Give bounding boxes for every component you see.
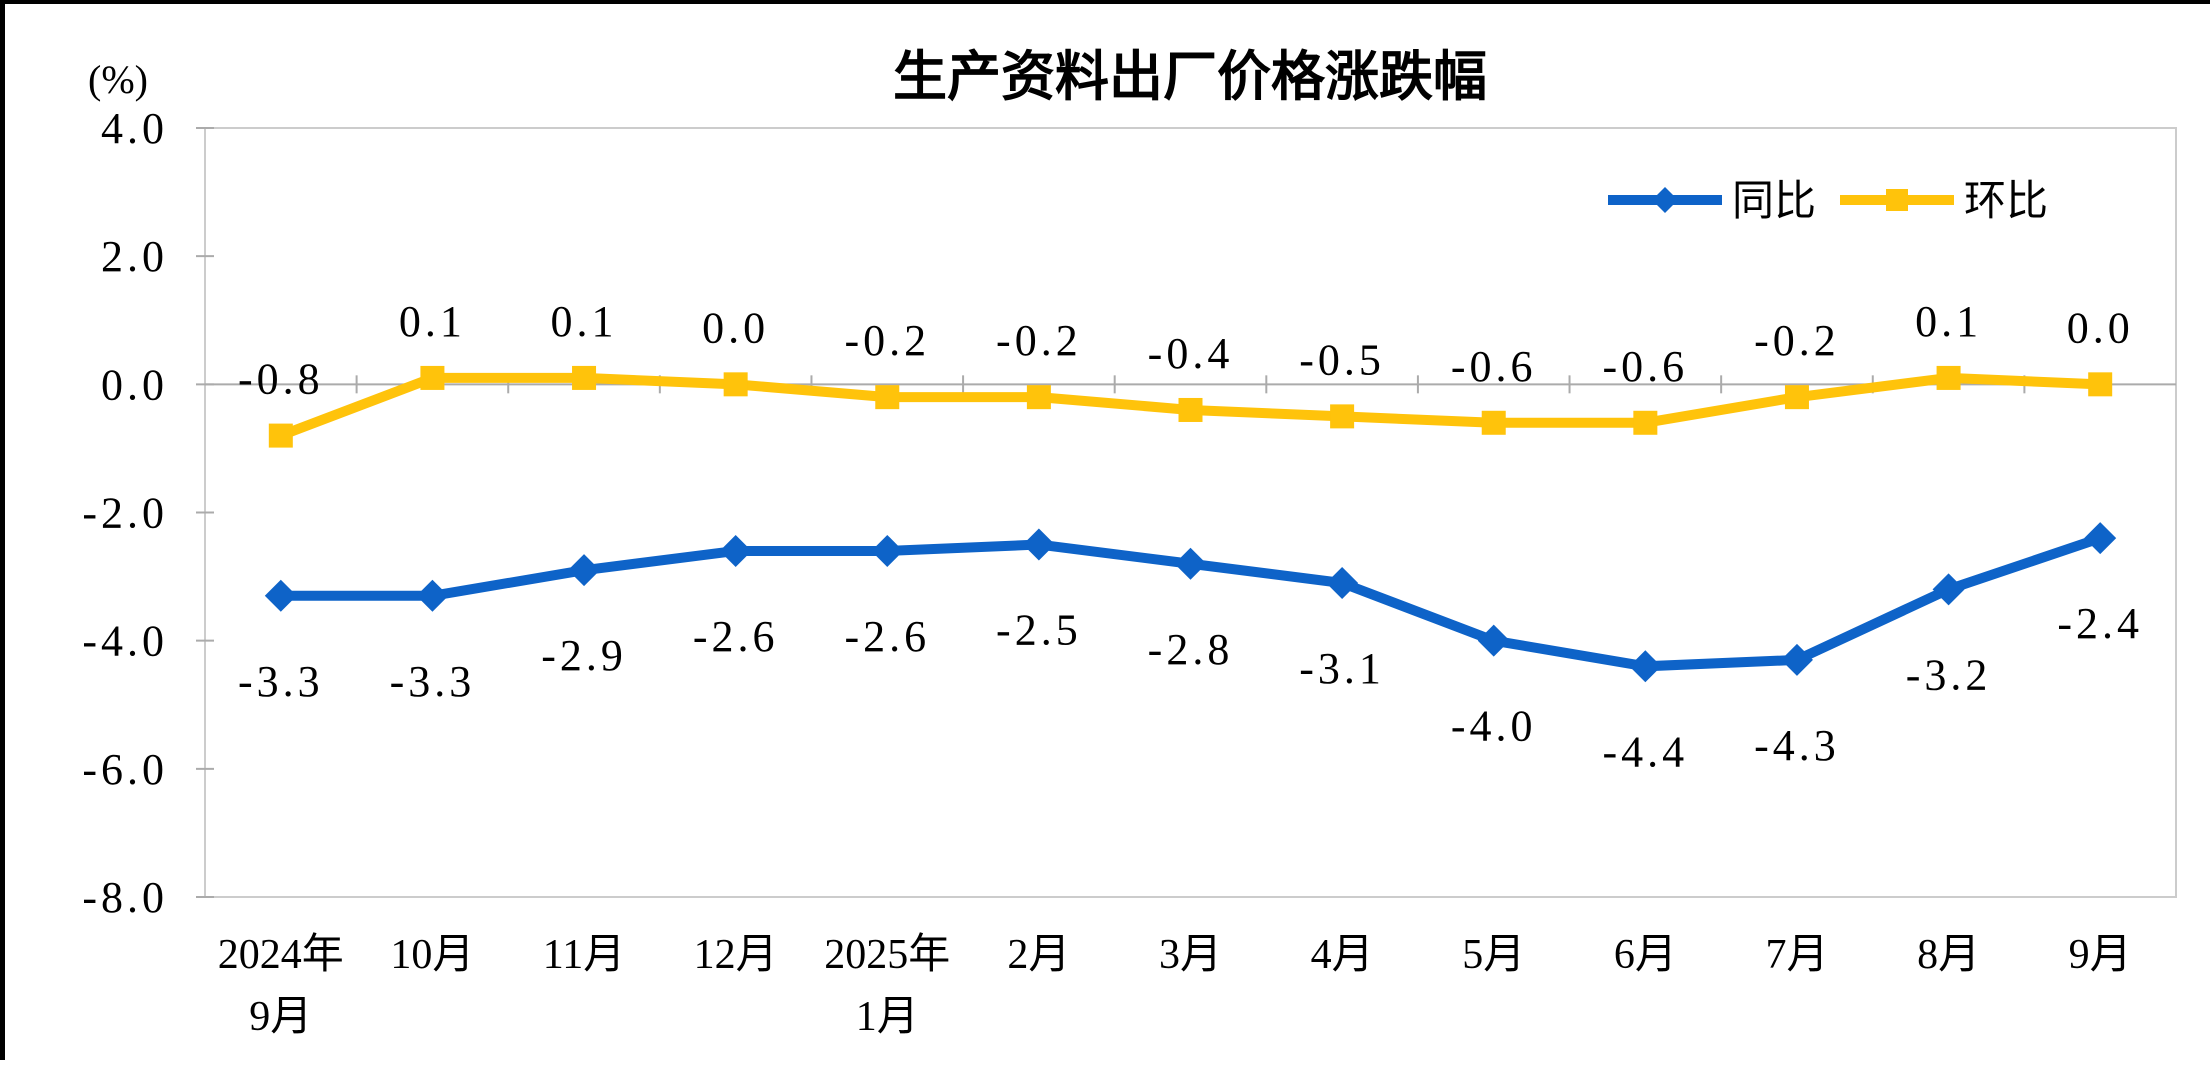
y-axis-unit-label: (%)	[88, 57, 148, 102]
legend-item-mom: 环比	[1840, 179, 2048, 225]
data-point-diamond	[1629, 650, 1662, 683]
data-point-square	[1633, 410, 1658, 435]
window-frame-left-border	[0, 0, 5, 1060]
data-label-环比: -0.2	[996, 316, 1082, 365]
data-label-同比: -3.3	[390, 657, 476, 706]
data-point-square	[1481, 410, 1506, 435]
data-label-同比: -3.3	[238, 657, 324, 706]
x-axis-category-label: 7月	[1765, 932, 1828, 978]
data-label-同比: -4.3	[1754, 721, 1840, 770]
data-point-square	[1026, 385, 1051, 410]
data-label-环比: -0.4	[1148, 329, 1234, 378]
x-axis-category-label: 2月	[1007, 932, 1070, 978]
data-label-同比: -2.5	[996, 606, 1082, 655]
data-label-同比: -2.9	[541, 631, 627, 680]
data-point-diamond	[1022, 528, 1055, 561]
chart-title: 生产资料出厂价格涨跌幅	[893, 47, 1487, 107]
data-point-diamond	[568, 554, 601, 587]
legend-square-marker-mom	[1886, 189, 1908, 211]
x-axis-category-label: 9月	[249, 994, 312, 1040]
data-point-square	[572, 365, 597, 390]
data-label-环比: 0.0	[2067, 303, 2134, 352]
x-axis-category-label: 9月	[2069, 932, 2132, 978]
x-axis-category-label: 3月	[1159, 932, 1222, 978]
legend-item-yoy: 同比	[1608, 179, 1816, 225]
data-point-diamond	[1174, 547, 1207, 580]
data-label-环比: -0.8	[238, 355, 324, 404]
x-axis-category-label: 2024年	[218, 931, 344, 978]
x-axis-category-label: 4月	[1311, 932, 1374, 978]
data-point-diamond	[719, 534, 752, 567]
data-point-square	[723, 372, 748, 397]
x-axis-category-label: 10月	[390, 932, 474, 978]
plot-area-layer: 4.0 2.0 0.0 -2.0 -4.0 -6.0 -8.0 2024年 9月 10月 11月 12…	[82, 104, 2177, 1040]
y-axis-tick-label: -2.0	[82, 489, 168, 538]
data-label-环比: -0.2	[1754, 316, 1840, 365]
data-label-同比: -4.4	[1603, 727, 1689, 776]
x-axis-category-label: 5月	[1462, 932, 1525, 978]
x-axis-category-label: 11月	[543, 932, 625, 978]
data-label-同比: -2.8	[1148, 625, 1234, 674]
data-point-diamond	[2084, 522, 2117, 555]
data-point-diamond	[1780, 643, 1813, 676]
legend-label-yoy: 同比	[1732, 179, 1816, 225]
x-axis-category-label: 1月	[856, 994, 919, 1040]
y-axis-tick-label: 4.0	[101, 104, 168, 153]
data-label-同比: -2.6	[693, 612, 779, 661]
data-point-diamond	[871, 534, 904, 567]
data-point-square	[1178, 397, 1203, 422]
y-axis-tick-label: -6.0	[82, 745, 168, 794]
data-label-环比: 0.0	[702, 303, 769, 352]
legend-label-mom: 环比	[1964, 179, 2048, 225]
data-label-环比: 0.1	[399, 297, 466, 346]
data-point-square	[268, 423, 293, 448]
data-label-环比: 0.1	[1915, 297, 1982, 346]
data-label-环比: -0.2	[844, 316, 930, 365]
window-frame-top-border	[0, 0, 2210, 4]
x-axis-category-label: 8月	[1917, 932, 1980, 978]
data-point-diamond	[1932, 573, 1965, 606]
data-label-环比: 0.1	[551, 297, 618, 346]
data-point-diamond	[1326, 566, 1359, 599]
data-point-square	[420, 365, 445, 390]
data-label-同比: -3.1	[1299, 644, 1385, 693]
data-point-square	[875, 385, 900, 410]
data-label-同比: -2.4	[2057, 599, 2143, 648]
data-point-square	[2088, 372, 2113, 397]
data-label-环比: -0.5	[1299, 335, 1385, 384]
data-label-同比: -3.2	[1906, 650, 1992, 699]
y-axis-tick-label: 2.0	[101, 232, 168, 281]
legend: 同比 环比	[1608, 179, 2048, 225]
x-axis-category-label: 6月	[1614, 932, 1677, 978]
x-axis-category-label: 2025年	[824, 931, 950, 978]
data-label-环比: -0.6	[1451, 342, 1537, 391]
data-point-diamond	[1477, 624, 1510, 657]
data-point-square	[1784, 385, 1809, 410]
plot-area-border	[204, 127, 2177, 898]
x-axis-category-label: 12月	[694, 932, 778, 978]
legend-diamond-marker-yoy	[1652, 187, 1678, 213]
y-axis-tick-label: -4.0	[82, 617, 168, 666]
data-point-square	[1936, 365, 1961, 390]
data-label-同比: -2.6	[844, 612, 930, 661]
data-point-diamond	[264, 579, 297, 612]
data-label-同比: -4.0	[1451, 702, 1537, 751]
y-axis-tick-label: -8.0	[82, 873, 168, 922]
data-label-环比: -0.6	[1603, 342, 1689, 391]
y-axis-tick-label: 0.0	[101, 360, 168, 409]
data-point-diamond	[416, 579, 449, 612]
data-point-square	[1330, 404, 1355, 429]
